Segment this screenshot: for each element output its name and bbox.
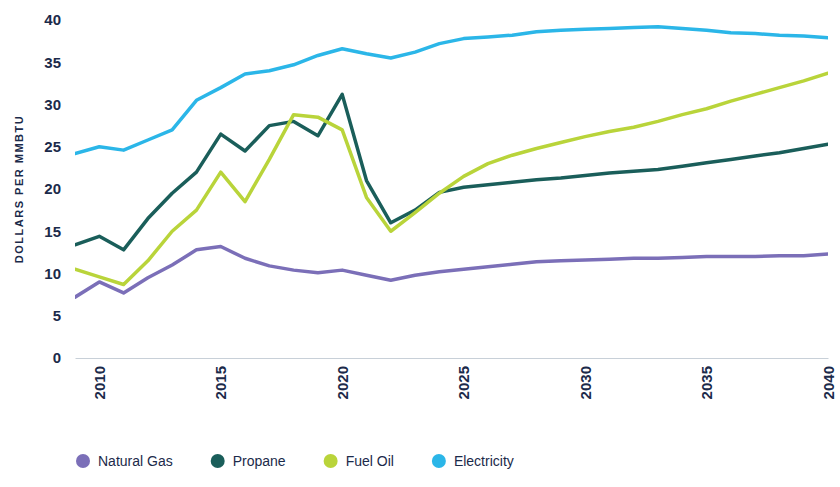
- y-tick-label: 25: [44, 138, 61, 155]
- series-line: [75, 27, 828, 154]
- legend-label: Electricity: [454, 453, 514, 469]
- x-tick-label: 2030: [577, 366, 594, 399]
- x-tick-label: 2015: [212, 366, 229, 399]
- legend-swatch: [76, 454, 90, 468]
- x-tick: 2030: [577, 358, 594, 399]
- x-tick: 2015: [212, 358, 229, 399]
- y-tick: 0: [53, 349, 75, 366]
- y-tick: 35: [44, 54, 75, 71]
- legend-swatch: [211, 454, 225, 468]
- legend-label: Natural Gas: [98, 453, 173, 469]
- legend-label: Propane: [233, 453, 286, 469]
- y-tick: 5: [53, 307, 75, 324]
- y-tick: 40: [44, 11, 75, 28]
- x-tick-label: 2020: [334, 366, 351, 399]
- legend: Natural Gas Propane Fuel Oil Electricity: [76, 453, 514, 469]
- x-tick-label: 2010: [91, 366, 108, 399]
- legend-item: Propane: [211, 453, 286, 469]
- y-tick: 10: [44, 265, 75, 282]
- legend-item: Electricity: [432, 453, 514, 469]
- y-tick-label: 40: [44, 11, 61, 28]
- lines: [75, 27, 828, 297]
- y-tick-label: 0: [53, 349, 61, 366]
- y-tick: 25: [44, 138, 75, 155]
- y-tick-label: 20: [44, 180, 61, 197]
- y-tick-label: 5: [53, 307, 61, 324]
- y-axis-title: DOLLARS PER MMBTU: [13, 115, 25, 263]
- x-tick: 2010: [91, 358, 108, 399]
- x-tick-label: 2025: [455, 366, 472, 399]
- x-tick: 2020: [334, 358, 351, 399]
- y-tick: 30: [44, 96, 75, 113]
- x-tick: 2040: [820, 358, 837, 399]
- series-line: [75, 94, 828, 249]
- x-tick: 2025: [455, 358, 472, 399]
- y-tick: 15: [44, 223, 75, 240]
- y-axis: 0 5 10 15 20 25 30 35 40: [44, 11, 75, 366]
- y-tick: 20: [44, 180, 75, 197]
- series-line: [75, 73, 828, 284]
- x-axis: 2010 2015 2020 2025 2030 2035 2040: [76, 358, 837, 399]
- legend-swatch: [324, 454, 338, 468]
- legend-label: Fuel Oil: [346, 453, 394, 469]
- plot: 0510152025303540201020152020202520302035…: [44, 11, 836, 399]
- y-axis-line: [75, 21, 76, 359]
- y-tick-label: 30: [44, 96, 61, 113]
- y-tick-label: 10: [44, 265, 61, 282]
- x-axis-line: [76, 358, 829, 359]
- chart: 0510152025303540201020152020202520302035…: [0, 0, 840, 487]
- legend-swatch: [432, 454, 446, 468]
- legend-item: Fuel Oil: [324, 453, 394, 469]
- y-tick-label: 35: [44, 54, 61, 71]
- x-tick-label: 2035: [698, 366, 715, 399]
- series-line: [75, 246, 828, 297]
- y-tick-label: 15: [44, 223, 61, 240]
- x-tick-label: 2040: [820, 366, 837, 399]
- x-tick: 2035: [698, 358, 715, 399]
- legend-item: Natural Gas: [76, 453, 173, 469]
